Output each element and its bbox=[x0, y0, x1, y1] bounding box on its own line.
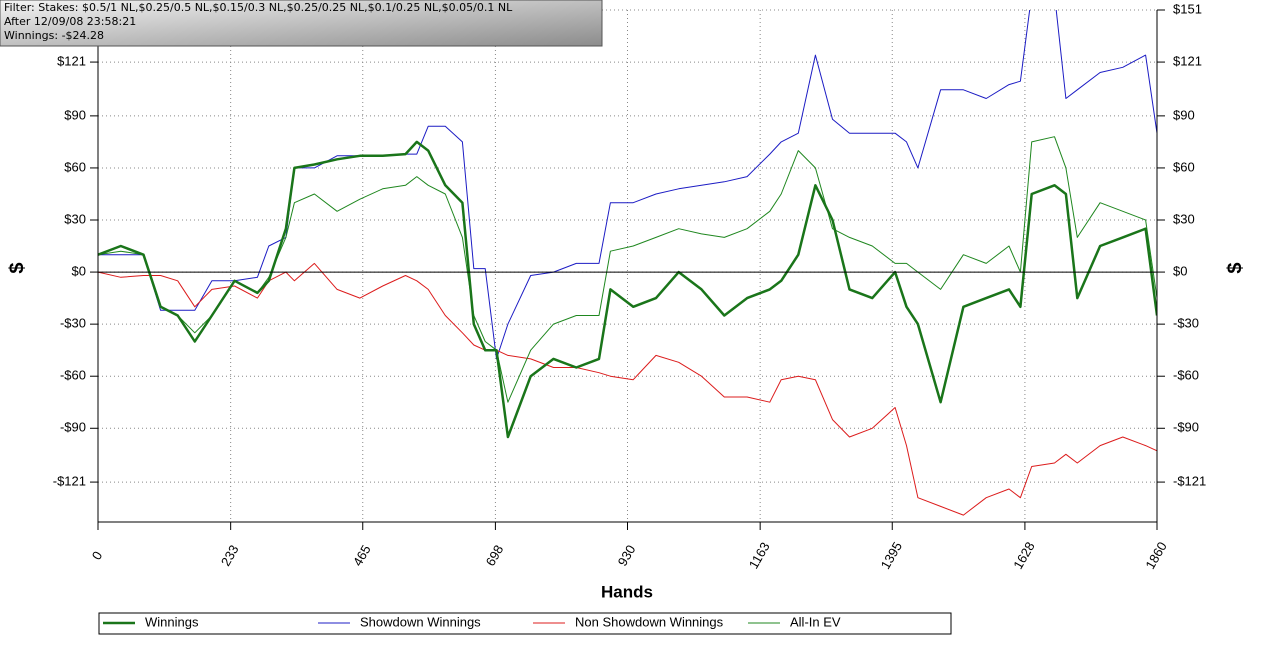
y-tick-label: $121 bbox=[57, 54, 86, 69]
y2-tick-label: -$90 bbox=[1173, 420, 1199, 435]
x-tick-label: 698 bbox=[483, 542, 507, 568]
y2-tick-label: $0 bbox=[1173, 264, 1187, 279]
y2-tick-label: $151 bbox=[1173, 1, 1202, 16]
y-tick-label: -$121 bbox=[53, 474, 86, 489]
y2-tick-label: -$121 bbox=[1173, 474, 1206, 489]
info-winnings: Winnings: -$24.28 bbox=[4, 29, 104, 42]
y-tick-label: $90 bbox=[64, 107, 86, 122]
x-tick-label: 1395 bbox=[878, 539, 905, 572]
y2-tick-label: -$30 bbox=[1173, 316, 1199, 331]
x-tick-label: 1163 bbox=[746, 540, 773, 572]
grid bbox=[97, 9, 1158, 522]
axes: $151$151$121$121$90$90$60$60$30$30$0$0-$… bbox=[53, 1, 1207, 571]
y2-tick-label: -$60 bbox=[1173, 368, 1199, 383]
y-tick-label: -$90 bbox=[60, 420, 86, 435]
series-line bbox=[98, 262, 1157, 516]
x-tick-label: 1860 bbox=[1142, 539, 1169, 572]
y-tick-label: $30 bbox=[64, 211, 86, 226]
legend-box bbox=[98, 612, 952, 635]
legend: Winnings Showdown Winnings Non Showdown Wi… bbox=[103, 614, 841, 629]
plot-lines bbox=[98, 10, 1157, 516]
legend-label: Non Showdown Winnings bbox=[575, 614, 724, 629]
info-date: After 12/09/08 23:58:21 bbox=[4, 15, 136, 28]
x-tick-label: 930 bbox=[615, 542, 639, 568]
y-tick-label: -$60 bbox=[60, 368, 86, 383]
x-tick-label: 1628 bbox=[1010, 539, 1037, 572]
y2-tick-label: $90 bbox=[1173, 107, 1195, 122]
y-tick-label: $60 bbox=[64, 159, 86, 174]
legend-label: All-In EV bbox=[790, 614, 841, 629]
info-box bbox=[0, 0, 603, 47]
series-line bbox=[98, 140, 1157, 439]
series-line bbox=[98, 136, 1157, 403]
x-axis-title: Hands bbox=[601, 582, 653, 601]
y-tick-label: $0 bbox=[72, 264, 86, 279]
y-axis-title: $ bbox=[6, 262, 28, 273]
y2-axis-title: $ bbox=[1224, 262, 1246, 273]
x-tick-label: 0 bbox=[89, 549, 106, 563]
y-tick-label: -$30 bbox=[60, 316, 86, 331]
series-line bbox=[98, 10, 1157, 360]
y2-tick-label: $121 bbox=[1173, 54, 1202, 69]
legend-label: Winnings bbox=[145, 614, 199, 629]
info-filter: Filter: Stakes: $0.5/1 NL,$0.25/0.5 NL,$… bbox=[4, 1, 513, 14]
y2-tick-label: $30 bbox=[1173, 211, 1195, 226]
y2-tick-label: $60 bbox=[1173, 159, 1195, 174]
x-tick-label: 465 bbox=[350, 542, 374, 568]
x-tick-label: 233 bbox=[218, 542, 242, 568]
legend-label: Showdown Winnings bbox=[360, 614, 481, 629]
